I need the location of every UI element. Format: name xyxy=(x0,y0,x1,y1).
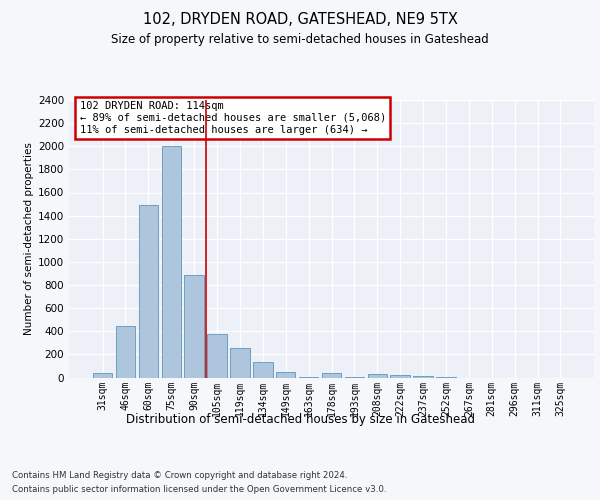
Text: 102, DRYDEN ROAD, GATESHEAD, NE9 5TX: 102, DRYDEN ROAD, GATESHEAD, NE9 5TX xyxy=(143,12,457,28)
Bar xyxy=(368,374,387,378)
Y-axis label: Number of semi-detached properties: Number of semi-detached properties xyxy=(24,142,34,335)
Bar xyxy=(413,376,433,378)
Bar xyxy=(436,377,455,378)
Bar xyxy=(276,372,295,378)
Bar xyxy=(184,274,204,378)
Text: 102 DRYDEN ROAD: 114sqm
← 89% of semi-detached houses are smaller (5,068)
11% of: 102 DRYDEN ROAD: 114sqm ← 89% of semi-de… xyxy=(79,102,386,134)
Bar xyxy=(322,373,341,378)
Text: Distribution of semi-detached houses by size in Gateshead: Distribution of semi-detached houses by … xyxy=(125,412,475,426)
Bar xyxy=(253,362,272,378)
Bar xyxy=(93,374,112,378)
Bar xyxy=(230,348,250,378)
Text: Size of property relative to semi-detached houses in Gateshead: Size of property relative to semi-detach… xyxy=(111,32,489,46)
Text: Contains public sector information licensed under the Open Government Licence v3: Contains public sector information licen… xyxy=(12,485,386,494)
Bar xyxy=(116,326,135,378)
Bar xyxy=(139,205,158,378)
Bar xyxy=(161,146,181,378)
Bar xyxy=(344,377,364,378)
Bar xyxy=(208,334,227,378)
Bar xyxy=(391,375,410,378)
Bar xyxy=(299,377,319,378)
Text: Contains HM Land Registry data © Crown copyright and database right 2024.: Contains HM Land Registry data © Crown c… xyxy=(12,471,347,480)
